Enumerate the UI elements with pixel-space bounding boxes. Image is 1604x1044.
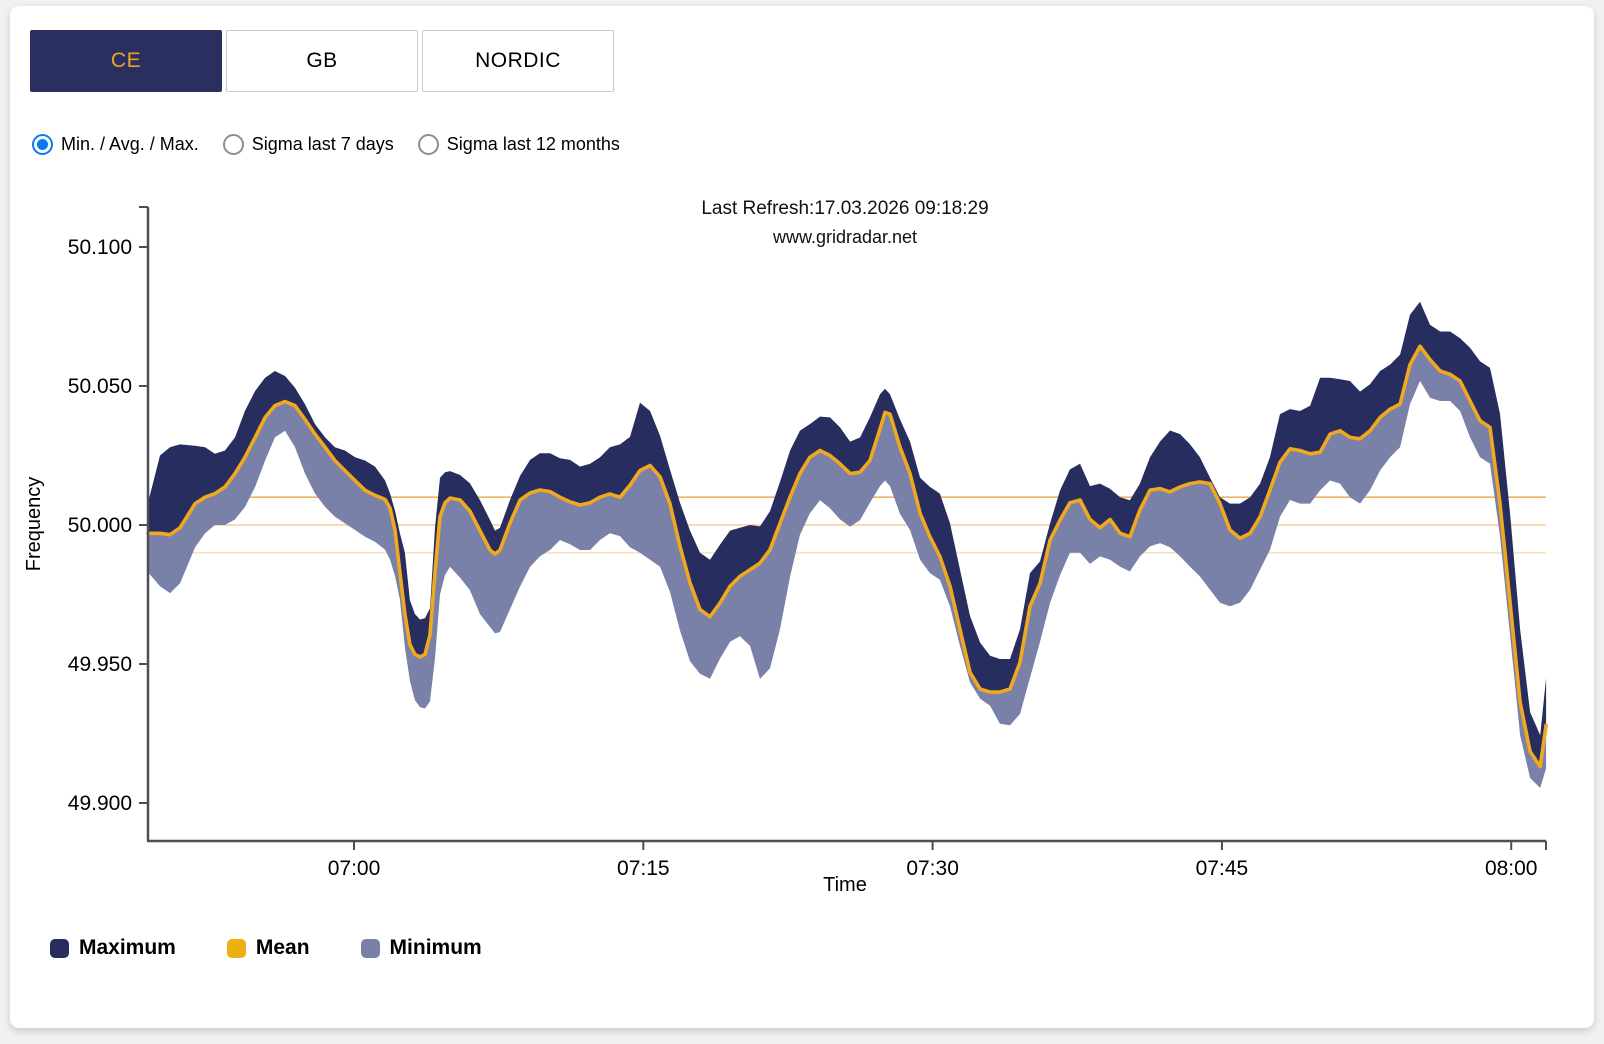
- tab-label: NORDIC: [475, 49, 561, 72]
- radio-label: Sigma last 12 months: [446, 134, 620, 154]
- radio-unselected-icon[interactable]: [417, 134, 439, 155]
- legend-swatch-icon: [50, 938, 69, 958]
- tab-label: GB: [306, 49, 338, 72]
- radio-option-2[interactable]: Sigma last 7 days: [222, 134, 394, 155]
- tab-gb[interactable]: GB: [226, 30, 418, 92]
- legend-label: Mean: [255, 936, 310, 959]
- radio-option-1[interactable]: Min. / Avg. / Max.: [32, 134, 199, 155]
- legend-swatch-icon: [226, 938, 246, 958]
- tab-label: CE: [110, 49, 142, 72]
- legend-item-mean[interactable]: Mean: [226, 936, 310, 960]
- radio-label: Min. / Avg. / Max.: [61, 134, 199, 154]
- radio-selected-icon[interactable]: [32, 134, 53, 155]
- legend-item-maximum[interactable]: Maximum: [50, 936, 176, 960]
- radio-unselected-icon[interactable]: [222, 134, 244, 155]
- legend-label: Maximum: [79, 936, 176, 959]
- legend-swatch-icon: [360, 938, 380, 958]
- radio-label: Sigma last 7 days: [251, 134, 394, 154]
- legend-item-minimum[interactable]: Minimum: [360, 936, 482, 960]
- legend-label: Minimum: [389, 936, 482, 959]
- chart-legend: Maximum Mean Minimum: [50, 936, 533, 960]
- main-card: CE GB NORDIC Min. / Avg. / Max. Sigma last …: [10, 6, 1594, 1028]
- tab-ce[interactable]: CE: [30, 30, 222, 92]
- mode-radio-group: Min. / Avg. / Max. Sigma last 7 days Sigma…: [32, 134, 620, 155]
- radio-option-3[interactable]: Sigma last 12 months: [417, 134, 620, 155]
- tab-nordic[interactable]: NORDIC: [422, 30, 614, 92]
- region-tab-bar: CE GB NORDIC: [30, 30, 614, 92]
